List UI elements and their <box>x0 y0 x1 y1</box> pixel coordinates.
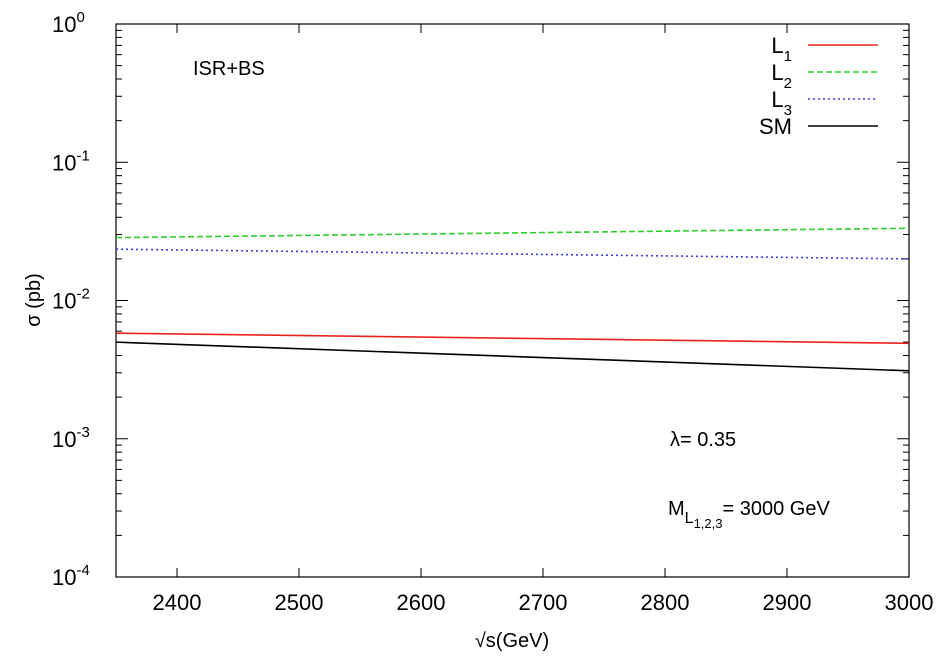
x-tick-label: 2400 <box>153 590 202 615</box>
series-line-l1 <box>115 332 910 345</box>
x-tick-label: 2900 <box>763 590 812 615</box>
annotation-mass-value: = 3000 GeV <box>723 498 831 520</box>
annotation-mass: ML1,2,3= 3000 GeV <box>668 498 830 531</box>
legend-label: L2 <box>771 60 792 92</box>
annotation-mass-subsub: 1,2,3 <box>694 516 723 531</box>
x-axis-title: √s(GeV) <box>475 630 549 652</box>
y-tick-label: 100 <box>52 9 85 37</box>
y-axis-title: σ (pb) <box>23 273 45 326</box>
series-line-l3 <box>115 248 910 260</box>
y-tick-label: 10-3 <box>52 424 90 452</box>
axis-ticks: 2400 2500 2600 2700 2800 2900 3000 10-4 10-3 10-2… <box>52 9 933 615</box>
y-tick-label: 10-4 <box>52 562 90 590</box>
series-line-l2 <box>115 227 910 239</box>
series-line-sm <box>115 341 910 372</box>
y-tick-label: 10-2 <box>52 286 90 314</box>
legend-label: SM <box>759 114 792 139</box>
legend-label: L3 <box>771 87 792 119</box>
x-tick-label: 3000 <box>885 590 934 615</box>
annotation-mass-symbol: M <box>668 498 685 520</box>
x-tick-label: 2700 <box>519 590 568 615</box>
y-tick-label: 10-1 <box>52 147 90 175</box>
annotation-isr-bs: ISR+BS <box>193 58 265 80</box>
annotation-mass-sub: L <box>685 510 694 527</box>
legend-label: L1 <box>771 33 792 65</box>
x-tick-label: 2800 <box>641 590 690 615</box>
annotation-lambda: λ= 0.35 <box>670 429 736 451</box>
x-tick-label: 2600 <box>397 590 446 615</box>
x-tick-label: 2500 <box>275 590 324 615</box>
series-group <box>115 227 910 372</box>
